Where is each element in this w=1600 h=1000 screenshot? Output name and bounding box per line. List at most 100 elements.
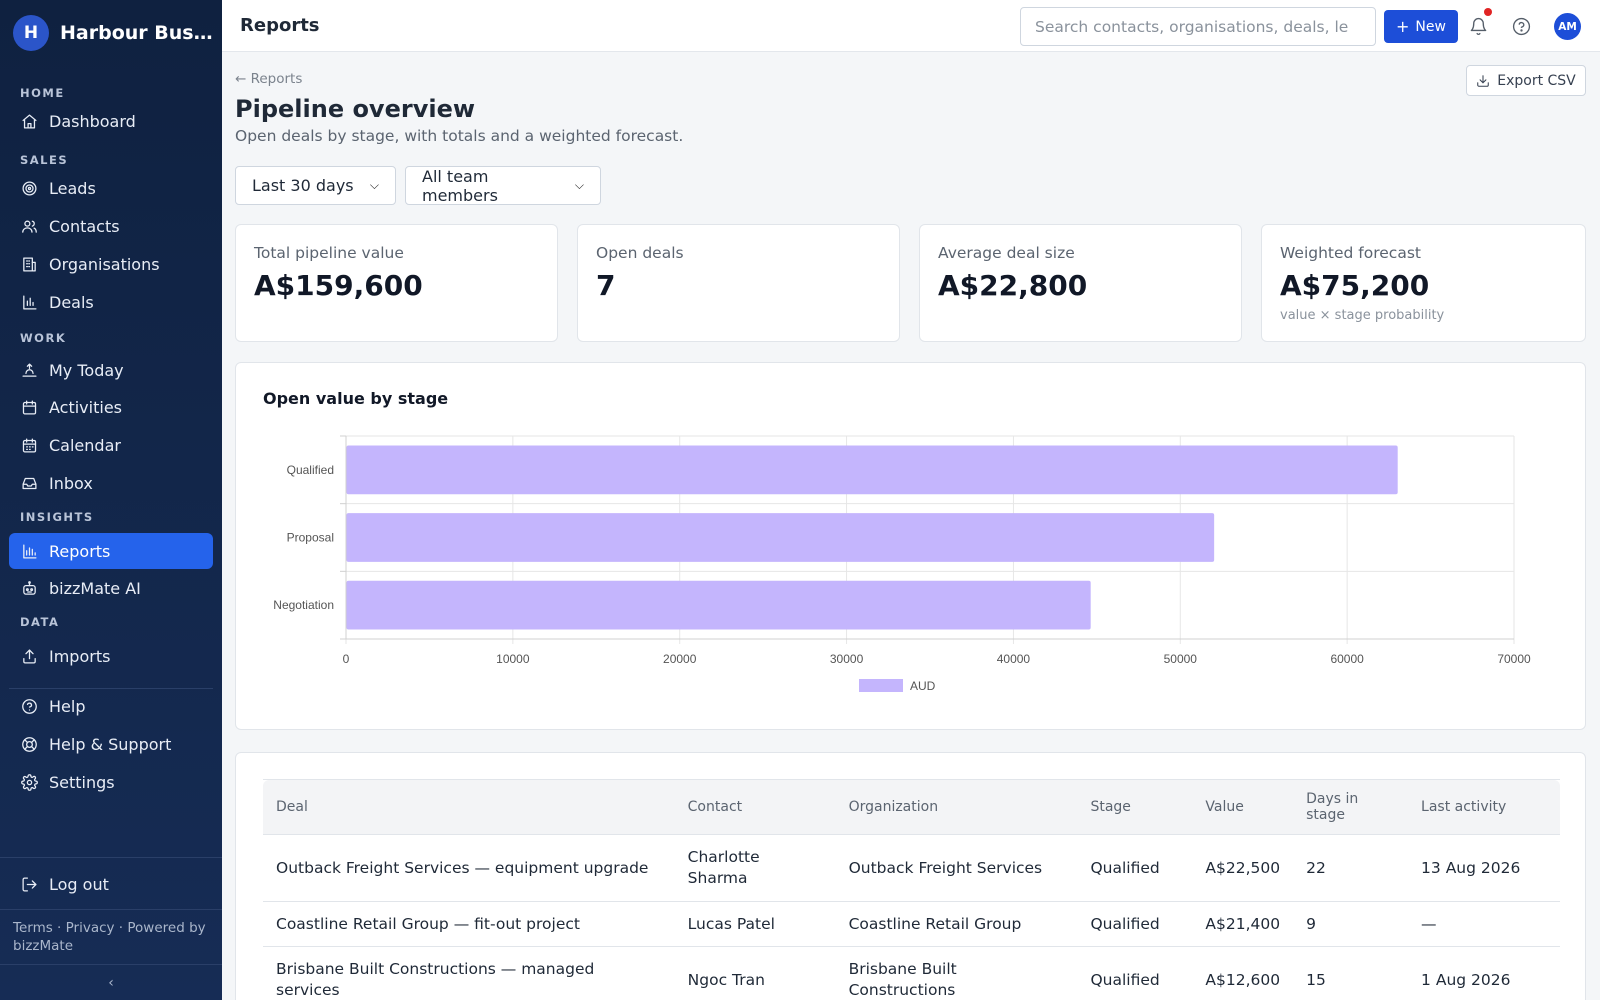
column-header-deal[interactable]: Deal — [263, 779, 675, 835]
sidebar-item-activities[interactable]: Activities — [9, 389, 213, 425]
sidebar-section-data: DATA — [20, 615, 60, 629]
sidebar-item-bizzmate-ai[interactable]: bizzMate AI — [9, 570, 213, 606]
table-body: Outback Freight Services — equipment upg… — [263, 834, 1560, 1000]
page-subtitle: Open deals by stage, with totals and a w… — [235, 127, 684, 145]
sidebar-item-label: Deals — [49, 292, 94, 312]
main-content: ← Reports Export CSV Pipeline overview O… — [222, 52, 1600, 1000]
column-header-organization[interactable]: Organization — [835, 779, 1078, 835]
cell-last-activity: 1 Aug 2026 — [1408, 946, 1560, 1000]
calendar-grid-icon — [20, 436, 38, 454]
column-header-days-in-stage[interactable]: Days in stage — [1293, 779, 1409, 835]
sidebar-item-inbox[interactable]: Inbox — [9, 465, 213, 501]
x-tick-label: 70000 — [1497, 652, 1531, 666]
x-tick-label: 40000 — [997, 652, 1031, 666]
brand-name: Harbour Bus… — [60, 22, 213, 44]
brand[interactable]: H Harbour Bus… — [0, 0, 222, 66]
export-csv-button[interactable]: Export CSV — [1466, 65, 1586, 96]
bar-negotiation — [346, 580, 1091, 630]
kpi-value: A$75,200 — [1280, 269, 1430, 302]
collapse-sidebar-button[interactable]: ‹ — [0, 964, 222, 1000]
sidebar-item-label: Leads — [49, 178, 96, 198]
sidebar-section-home: HOME — [20, 86, 65, 100]
sidebar-item-label: Settings — [49, 772, 115, 792]
brand-logo: H — [13, 15, 49, 51]
sidebar-item-settings[interactable]: Settings — [9, 764, 213, 800]
back-link[interactable]: ← Reports — [235, 71, 303, 87]
page-title: Pipeline overview — [235, 95, 476, 123]
x-tick-label: 10000 — [496, 652, 530, 666]
building-icon — [20, 255, 38, 273]
target-icon — [20, 179, 38, 197]
deals-table-card: Deal Contact Organization Stage Value Days in… — [235, 752, 1586, 1000]
bell-icon — [1470, 17, 1486, 35]
table-row[interactable]: Outback Freight Services — equipment upg… — [263, 834, 1560, 902]
cell-value: A$21,400 — [1192, 901, 1294, 947]
sidebar-item-help[interactable]: Help — [9, 688, 213, 724]
team-select[interactable]: All team members ⌵ — [405, 166, 601, 205]
kpi-note: value × stage probability — [1280, 308, 1445, 323]
x-tick-label: 50000 — [1164, 652, 1198, 666]
cell-last-activity: — — [1408, 901, 1560, 947]
cell-contact: Ngoc Tran — [674, 946, 836, 1000]
x-tick-label: 0 — [343, 652, 350, 666]
chevron-down-icon: ⌵ — [574, 178, 584, 192]
deals-table: Deal Contact Organization Stage Value Days in… — [263, 779, 1560, 1000]
cell-deal[interactable]: Outback Freight Services — equipment upg… — [263, 834, 675, 902]
sidebar-item-dashboard[interactable]: Dashboard — [9, 103, 213, 139]
logout-button[interactable]: Log out — [9, 866, 213, 902]
table-header-row: Deal Contact Organization Stage Value Days in… — [263, 779, 1560, 835]
kpi-label: Weighted forecast — [1280, 244, 1421, 262]
sidebar-item-help-and-support[interactable]: Help & Support — [9, 726, 213, 762]
cell-days-in-stage: 15 — [1293, 946, 1409, 1000]
legend-swatch — [859, 679, 903, 692]
sidebar-item-label: Activities — [49, 397, 122, 417]
sidebar-item-contacts[interactable]: Contacts — [9, 208, 213, 244]
kpi-label: Total pipeline value — [254, 244, 404, 262]
new-button[interactable]: + New — [1384, 10, 1458, 43]
inbox-icon — [20, 474, 38, 492]
cell-value: A$22,500 — [1192, 834, 1294, 902]
stage-value-chart: Qualified Proposal Negotiation 0 10000 20000 3… — [273, 435, 1531, 693]
robot-icon — [20, 579, 38, 597]
sidebar-item-my-today[interactable]: My Today — [9, 352, 213, 388]
help-button[interactable] — [1510, 15, 1532, 37]
cell-deal[interactable]: Brisbane Built Constructions — managed s… — [263, 946, 675, 1000]
table-row[interactable]: Brisbane Built Constructions — managed s… — [263, 946, 1560, 1000]
kpi-card-open-deals: Open deals 7 — [577, 224, 900, 342]
kpi-card-average-deal-size: Average deal size A$22,800 — [919, 224, 1242, 342]
sidebar-item-organisations[interactable]: Organisations — [9, 246, 213, 282]
x-tick-label: 60000 — [1330, 652, 1364, 666]
sidebar-item-reports[interactable]: Reports — [9, 533, 213, 569]
sidebar-section-sales: SALES — [20, 153, 69, 167]
sidebar-item-deals[interactable]: Deals — [9, 284, 213, 320]
sidebar-item-leads[interactable]: Leads — [9, 170, 213, 206]
export-csv-label: Export CSV — [1497, 72, 1576, 89]
plus-icon: + — [1396, 17, 1410, 36]
topbar-title: Reports — [240, 15, 320, 36]
cell-deal[interactable]: Coastline Retail Group — fit-out project — [263, 901, 675, 947]
column-header-contact[interactable]: Contact — [674, 779, 836, 835]
notifications-button[interactable] — [1467, 8, 1492, 37]
kpi-value: A$22,800 — [938, 269, 1088, 302]
chevron-down-icon: ⌵ — [369, 178, 379, 192]
sidebar-nav: HOME Dashboard SALES Leads Contacts Organisat… — [0, 0, 222, 1000]
period-select[interactable]: Last 30 days ⌵ — [235, 166, 396, 205]
team-select-value: All team members — [422, 166, 498, 205]
cell-stage: Qualified — [1077, 834, 1193, 902]
sidebar-legal-text[interactable]: Terms · Privacy · Powered by bizzMate — [0, 909, 222, 964]
bar-proposal — [346, 513, 1215, 562]
cell-organization: Coastline Retail Group — [835, 901, 1078, 947]
column-header-value[interactable]: Value — [1192, 779, 1294, 835]
table-row[interactable]: Coastline Retail Group — fit-out project… — [263, 901, 1560, 947]
sidebar-item-calendar[interactable]: Calendar — [9, 427, 213, 463]
upload-icon — [20, 647, 38, 665]
avatar[interactable]: AM — [1554, 13, 1581, 40]
help-icon — [20, 697, 38, 715]
column-header-stage[interactable]: Stage — [1077, 779, 1193, 835]
sidebar-item-label: My Today — [49, 360, 124, 380]
search-input[interactable] — [1020, 7, 1376, 46]
kpi-value: A$159,600 — [254, 269, 423, 302]
reports-icon — [20, 542, 38, 560]
column-header-last-activity[interactable]: Last activity — [1408, 779, 1560, 835]
sidebar-item-imports[interactable]: Imports — [9, 638, 213, 674]
